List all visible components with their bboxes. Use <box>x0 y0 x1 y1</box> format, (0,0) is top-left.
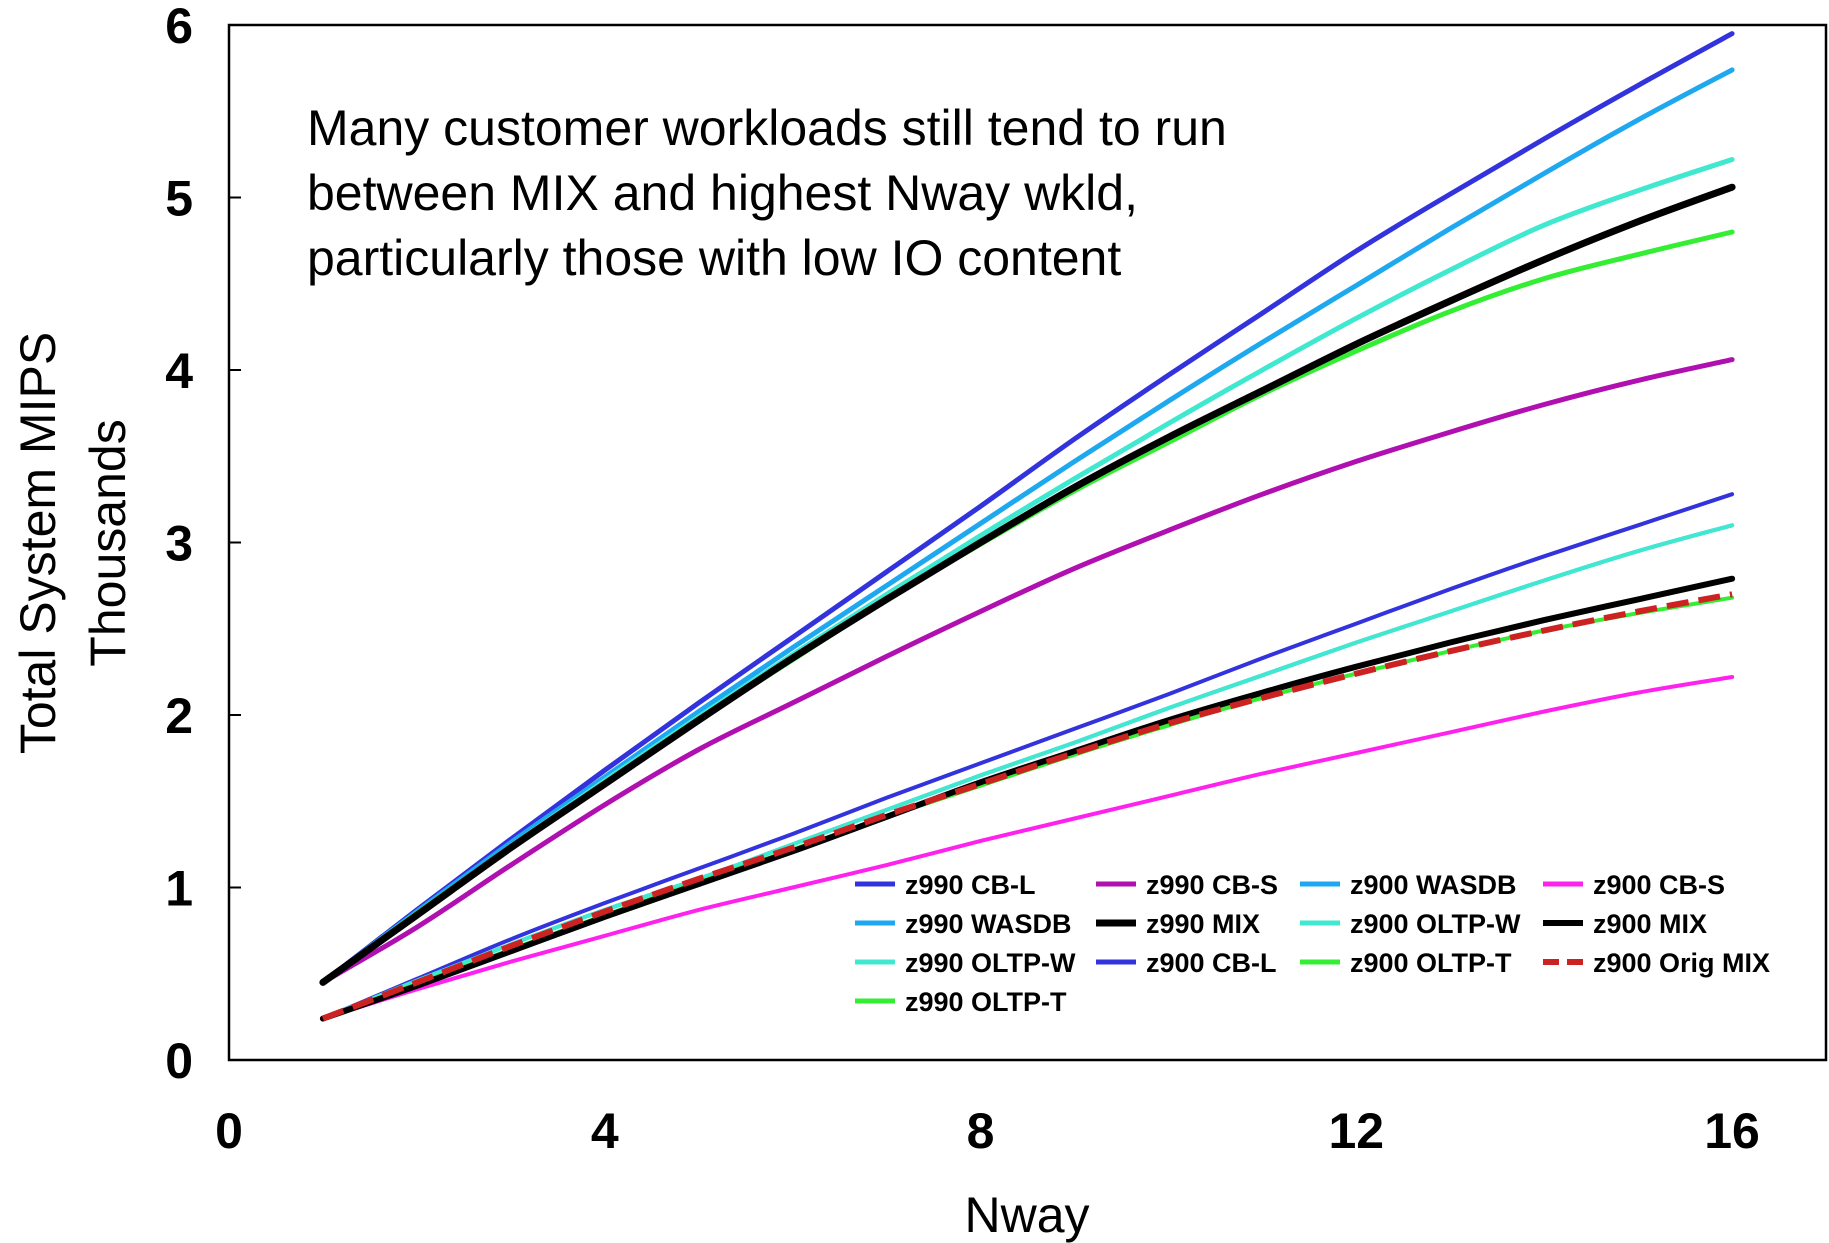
x-tick-label-12: 12 <box>1328 1103 1384 1159</box>
annotation-line-3: particularly those with low IO content <box>307 230 1121 286</box>
series-line-z900-orig-mix <box>321 591 1733 1022</box>
y-tick-label-5: 5 <box>165 171 193 227</box>
y-axis-subtitle: Thousands <box>80 419 136 666</box>
y-axis-title: Total System MIPS <box>10 332 66 754</box>
series-line-z990-mix <box>319 183 1736 986</box>
x-tick-label-0: 0 <box>215 1103 243 1159</box>
legend-label-z900-mix: z900 MIX <box>1593 909 1707 939</box>
legend-label-z990-cb-s: z990 CB-S <box>1146 870 1278 900</box>
x-tick-label-16: 16 <box>1704 1103 1760 1159</box>
legend-label-z900-cb-l: z900 CB-L <box>1146 948 1277 978</box>
series-layer <box>319 31 1736 1022</box>
y-tick-label-6: 6 <box>165 0 193 54</box>
series-line-z990-cb-s <box>320 357 1735 985</box>
legend-label-z990-wasdb: z990 WASDB <box>905 909 1072 939</box>
legend-label-z990-oltp-w: z990 OLTP-W <box>905 948 1076 978</box>
legend-label-z990-oltp-t: z990 OLTP-T <box>905 987 1067 1017</box>
legend-label-z990-cb-l: z990 CB-L <box>905 870 1036 900</box>
y-tick-label-4: 4 <box>165 343 193 399</box>
series-line-z900-mix <box>319 575 1736 1022</box>
annotation-line-1: Many customer workloads still tend to ru… <box>307 100 1227 156</box>
x-axis-title: Nway <box>964 1187 1089 1243</box>
legend: z990 CB-L z990 CB-S z900 WASDB z900 CB-S z99… <box>855 870 1770 1017</box>
y-tick-label-1: 1 <box>165 861 193 917</box>
legend-label-z990-mix: z990 MIX <box>1146 909 1260 939</box>
y-tick-label-2: 2 <box>165 688 193 744</box>
series-line-z990-cb-l <box>320 31 1735 985</box>
y-tick-label-0: 0 <box>165 1033 193 1089</box>
y-tick-label-3: 3 <box>165 516 193 572</box>
annotation-note: Many customer workloads still tend to ru… <box>307 100 1241 286</box>
annotation-line-2: between MIX and highest Nway wkld, <box>307 165 1138 221</box>
legend-label-z900-orig-mix: z900 Orig MIX <box>1593 948 1770 978</box>
x-tick-label-4: 4 <box>591 1103 619 1159</box>
x-tick-label-8: 8 <box>967 1103 995 1159</box>
legend-label-z900-oltp-t: z900 OLTP-T <box>1350 948 1512 978</box>
series-line-z900-cb-l <box>320 492 1735 1021</box>
series-line-z990-wasdb <box>320 67 1735 985</box>
legend-label-z900-oltp-w: z900 OLTP-W <box>1350 909 1521 939</box>
legend-label-z900-wasdb: z900 WASDB <box>1350 870 1517 900</box>
series-line-z900-cb-s <box>320 675 1735 1021</box>
legend-label-z900-cb-s: z900 CB-S <box>1593 870 1725 900</box>
